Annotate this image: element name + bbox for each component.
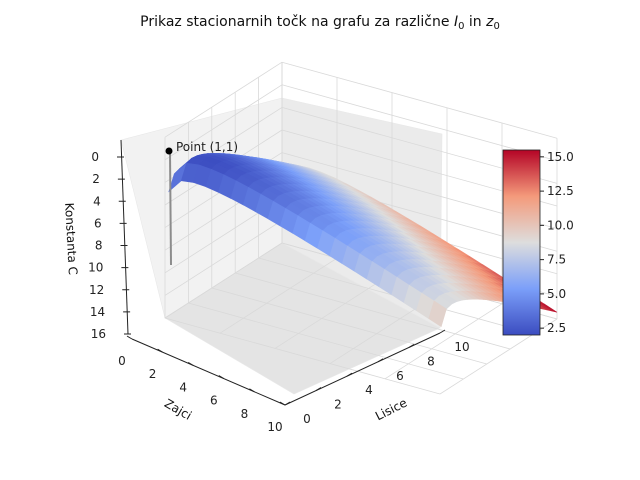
y-tick-mark	[284, 401, 291, 406]
x-tick-mark	[157, 348, 163, 353]
title-subscript-i: 0	[458, 21, 464, 32]
axis-lines	[120, 139, 441, 406]
colorbar	[502, 149, 541, 336]
z-tick-label: 0	[91, 150, 99, 164]
title-mid: in	[464, 14, 486, 30]
x-axis-line	[131, 338, 286, 406]
chart-title: Prikaz stacionarnih točk na grafu za raz…	[140, 14, 500, 32]
y-tick-label: 4	[365, 383, 373, 397]
y-tick-mark	[408, 343, 415, 348]
surface-patch	[428, 300, 447, 328]
z-axis-ticks: 0 2 4 6 8 10 12 14 16	[88, 150, 131, 341]
y-tick-label: 6	[396, 369, 404, 383]
x-tick-label: 4	[179, 380, 187, 394]
annotation-label: Point (1,1)	[176, 140, 238, 154]
colorbar-tick-label: 15.0	[547, 150, 574, 164]
title-subscript-z: 0	[493, 21, 499, 32]
y-tick-label: 10	[454, 340, 469, 354]
z-axis-label: Konstanta C	[62, 202, 80, 275]
z-tick-label: 8	[95, 239, 103, 253]
colorbar-tick-label: 2.5	[547, 321, 566, 335]
x-axis-ticks: 0 2 4 6 8 10	[118, 335, 286, 434]
floor-grid-x	[188, 302, 464, 380]
left-pane-grid-horizontal	[164, 242, 283, 319]
x-tick-label: 2	[149, 367, 157, 381]
y-tick-label: 8	[427, 354, 435, 368]
x-tick-label: 6	[210, 394, 218, 408]
title-symbol-z: z	[485, 14, 494, 30]
x-tick-label: 8	[241, 407, 249, 421]
y-tick-label: 0	[303, 412, 311, 426]
floor-grid-y	[274, 273, 393, 349]
z-tick-label: 14	[90, 305, 105, 319]
colorbar-tick-label: 7.5	[547, 253, 566, 267]
colorbar-tick-label: 5.0	[547, 287, 566, 301]
y-tick-mark	[377, 358, 384, 363]
x-axis-label: Zajci	[162, 396, 194, 423]
annotation-point	[165, 147, 173, 155]
title-prefix: Prikaz stacionarnih točk na grafu za raz…	[140, 14, 454, 30]
x-tick-label: 10	[267, 420, 282, 434]
floor-grid-y	[384, 303, 503, 380]
colorbar-tick-label: 12.5	[547, 184, 574, 198]
z-tick-label: 10	[88, 261, 103, 275]
right-pane-grid-horizontal	[281, 84, 558, 162]
x-tick-mark	[218, 375, 225, 380]
title-symbol-i: I	[454, 14, 458, 30]
y-tick-mark	[315, 387, 322, 392]
z-tick-label: 2	[92, 172, 100, 186]
y-axis-line	[284, 332, 441, 406]
left-pane-grid-horizontal	[164, 220, 283, 296]
annotation-stem	[169, 151, 172, 266]
floor-grid-x	[211, 287, 487, 365]
x-tick-mark	[126, 335, 133, 340]
z-tick-label: 6	[94, 216, 102, 230]
y-axis-ticks: 0 2 4 6 8 10	[284, 329, 470, 426]
floor-grid-x	[164, 317, 441, 395]
colorbar-ticks: 2.5 5.0 7.5 10.0 12.5 15.0	[540, 150, 574, 335]
floor-grid-y	[219, 257, 338, 334]
x-tick-mark	[187, 361, 194, 366]
y-tick-mark	[346, 372, 353, 377]
z-tick-label: 4	[93, 194, 101, 208]
z-tick-label: 12	[89, 283, 104, 297]
z-axis-line	[120, 139, 129, 335]
y-tick-mark	[439, 329, 446, 334]
x-tick-mark	[279, 401, 286, 406]
annotation-group: Point (1,1)	[165, 140, 238, 266]
surface-plot	[168, 153, 558, 328]
x-tick-mark	[249, 388, 255, 393]
floor-grid-x	[235, 272, 511, 350]
x-tick-label: 0	[118, 354, 126, 368]
left-pane-grid-horizontal	[164, 84, 283, 161]
z-tick-label: 16	[91, 327, 106, 341]
y-axis-label: Lisice	[373, 396, 409, 424]
left-pane-grid-horizontal	[164, 61, 283, 138]
y-tick-label: 2	[334, 398, 342, 412]
colorbar-tick-label: 10.0	[547, 218, 574, 232]
right-pane-grid-horizontal	[281, 61, 558, 139]
